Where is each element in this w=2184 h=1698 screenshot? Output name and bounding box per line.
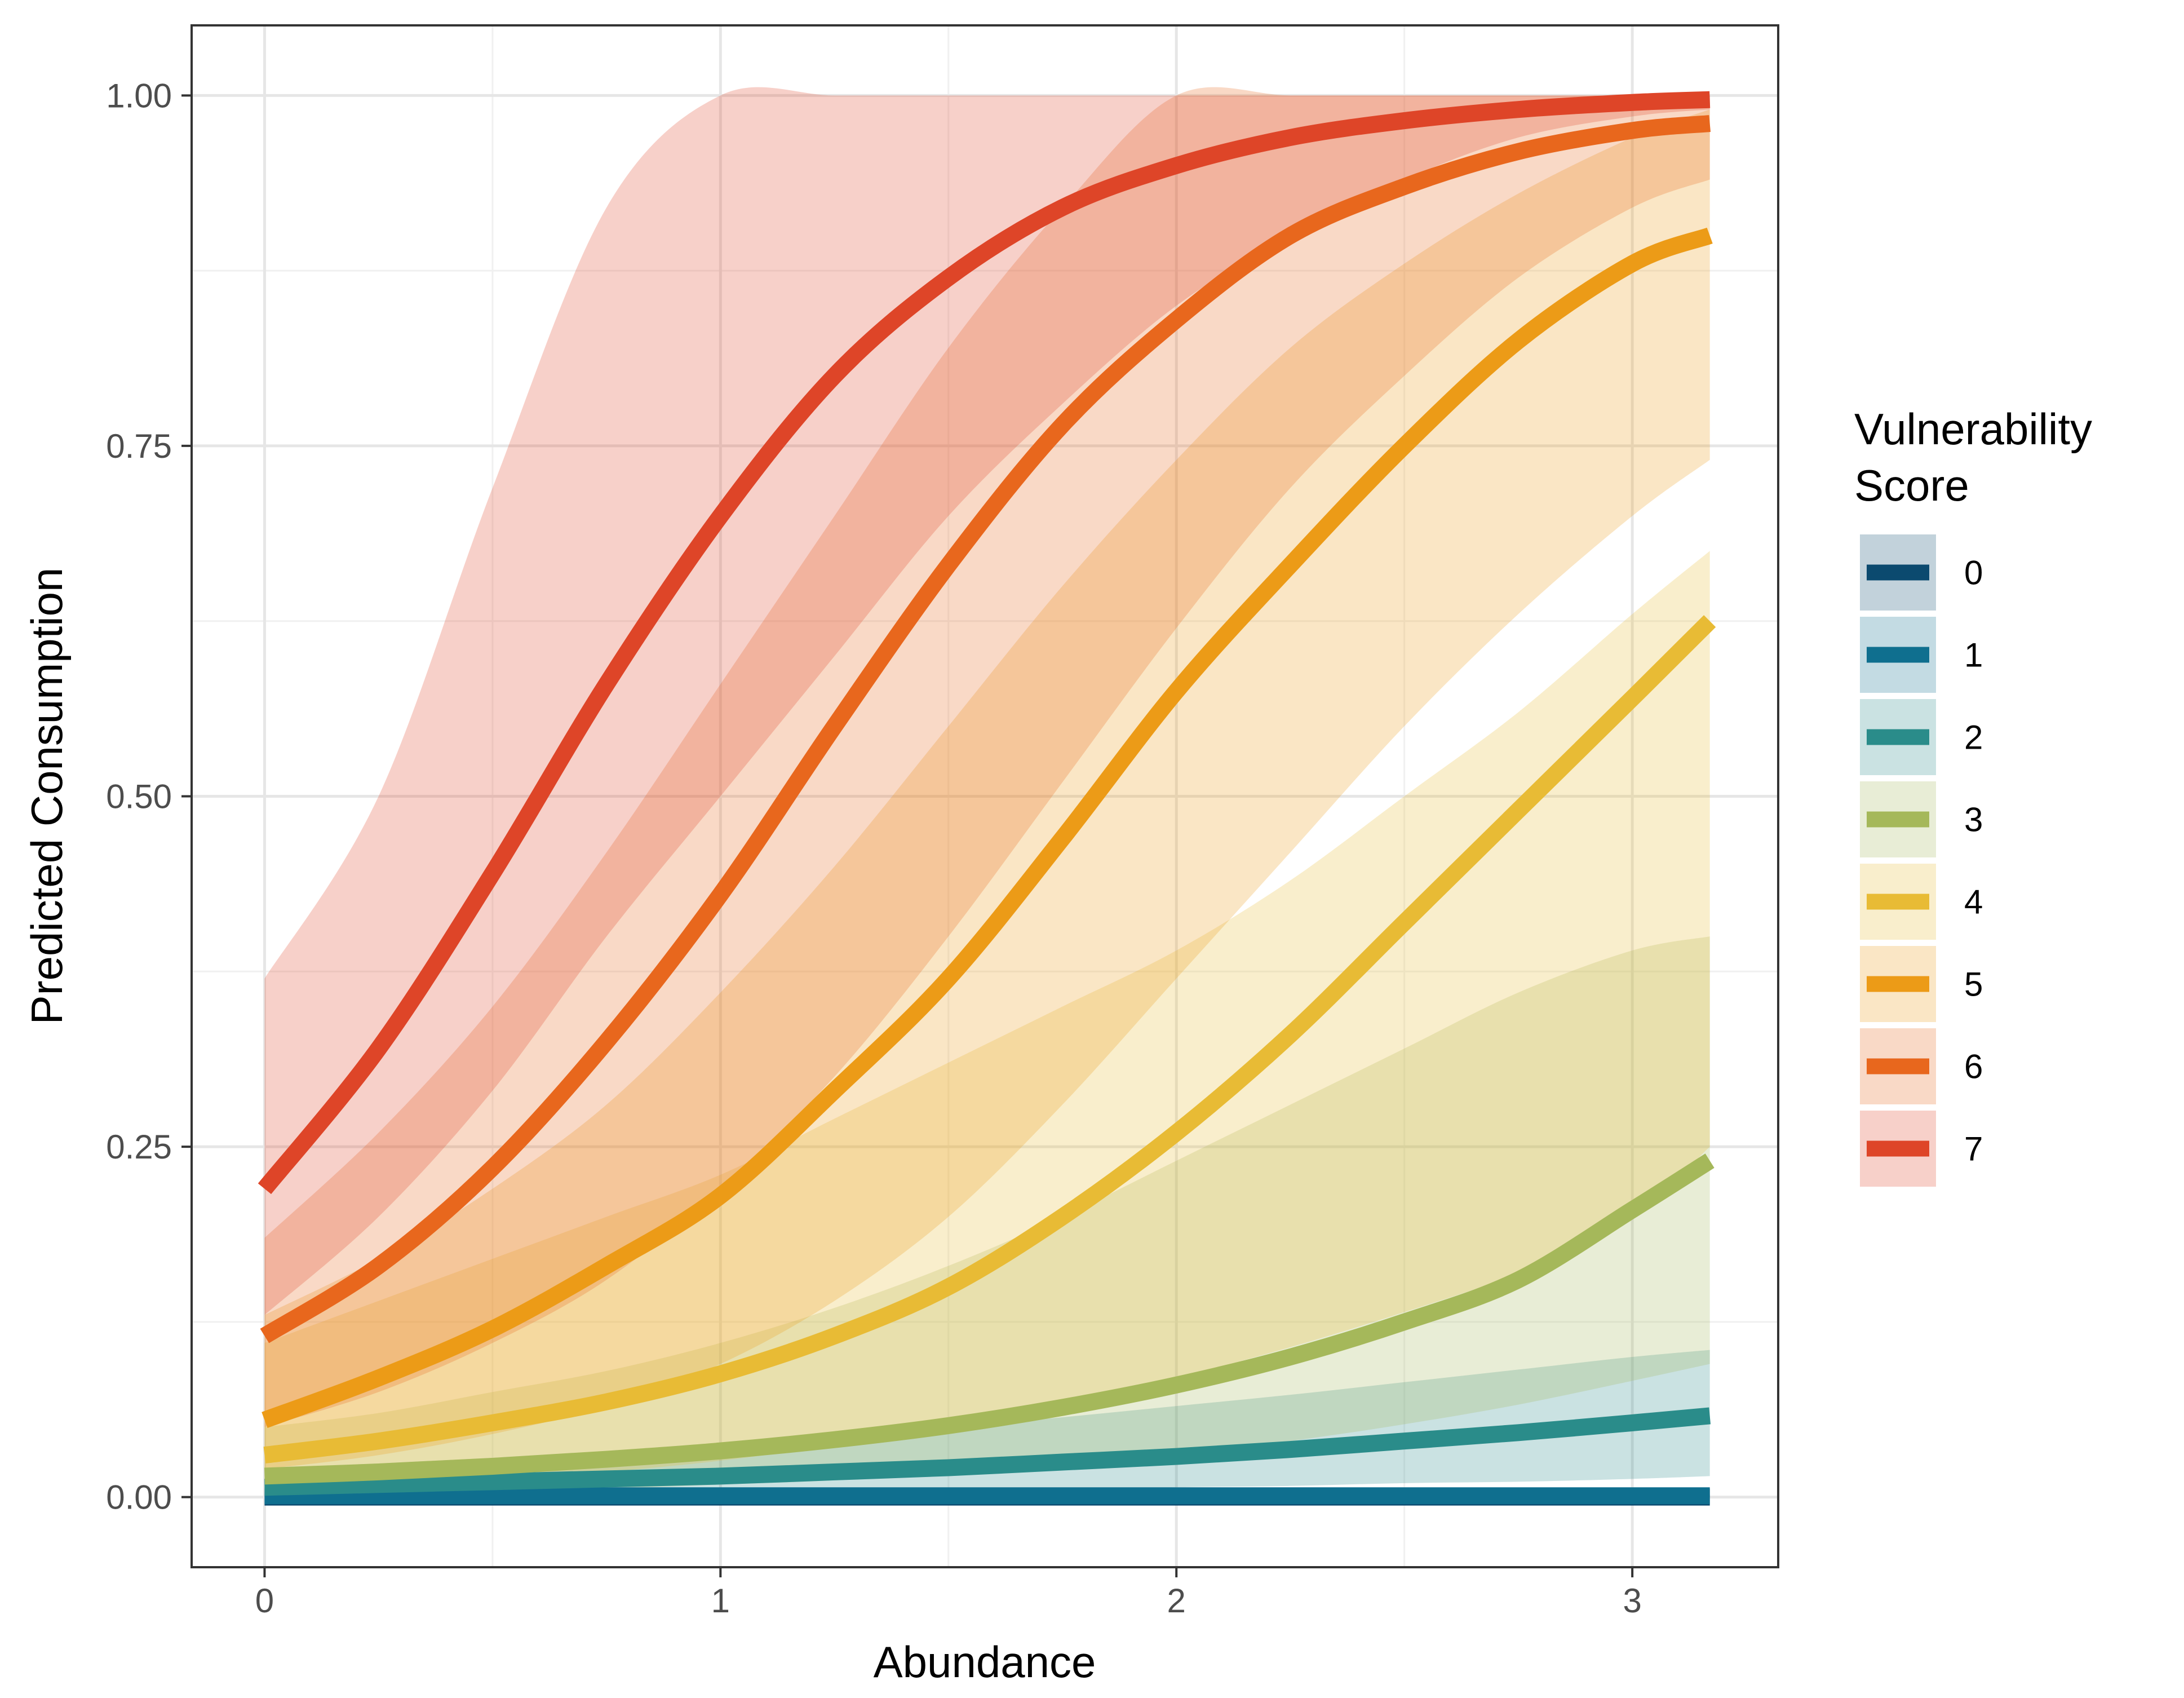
x-tick-label: 2 [1167,1582,1186,1620]
legend-item-3: 3 [1860,781,1983,857]
x-tick-label: 1 [711,1582,730,1620]
legend-label: 3 [1964,801,1983,839]
legend-item-1: 1 [1860,617,1983,693]
confidence-band-score-5 [264,109,1710,1469]
legend-label: 5 [1964,966,1983,1003]
y-axis-title: Predicted Consumption [22,568,72,1025]
legend-title-line-2: Score [1854,461,1969,510]
legend-item-0: 0 [1860,534,1983,611]
legend-item-2: 2 [1860,699,1983,775]
legend-title-line-1: Vulnerability [1854,404,2092,454]
y-tick-label: 0.25 [106,1128,172,1166]
legend-label: 0 [1964,554,1983,592]
legend-item-7: 7 [1860,1111,1983,1187]
x-axis-title: Abundance [874,1637,1096,1687]
legend-label: 1 [1964,636,1983,674]
confidence-band-score-7 [264,87,1710,1315]
legend-item-6: 6 [1860,1028,1983,1104]
legend-item-4: 4 [1860,864,1983,940]
x-tick-label: 0 [255,1582,274,1620]
legend-label: 6 [1964,1048,1983,1086]
y-tick-label: 1.00 [106,77,172,114]
y-tick-label: 0.75 [106,427,172,465]
series-line-score-3 [264,1153,1715,1485]
x-tick-label: 3 [1623,1582,1641,1620]
legend-item-5: 5 [1860,946,1983,1022]
series-line-score-2 [264,1407,1711,1496]
x-axis: 0 1 2 3 [255,1567,1642,1620]
grid-lines [192,25,1778,1567]
legend-label: 7 [1964,1130,1983,1168]
y-tick-label: 0.00 [106,1479,172,1516]
confidence-bands [264,87,1710,1497]
y-tick-label: 0.50 [106,778,172,816]
series-lines [258,91,1716,1506]
y-axis: 0.00 0.25 0.50 0.75 1.00 [106,77,192,1516]
series-line-score-5 [262,227,1713,1429]
legend-label: 4 [1964,883,1983,921]
series-line-score-4 [263,615,1716,1463]
series-line-score-6 [260,115,1711,1343]
confidence-band-score-3 [264,936,1710,1497]
series-line-score-7 [258,91,1711,1195]
legend-items: 0 1 2 3 4 5 6 7 [1860,534,1983,1187]
confidence-band-score-6 [264,87,1710,1427]
legend-label: 2 [1964,719,1983,757]
legend: Vulnerability Score 0 1 2 3 4 5 6 7 [1854,404,2092,1187]
